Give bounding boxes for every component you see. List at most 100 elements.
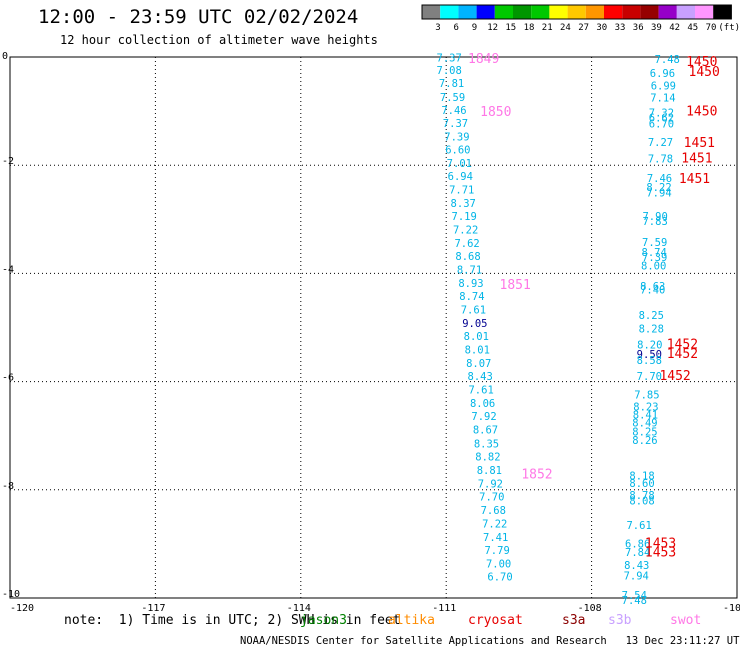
pass-number-label: 1450 (686, 55, 717, 70)
wave-height-label: 8.78 (629, 490, 654, 502)
color-scale-label: 45 (687, 23, 698, 33)
color-scale-swatch (676, 5, 695, 19)
mission-legend-cryosat: cryosat (468, 613, 523, 628)
wave-height-label: 8.22 (646, 182, 671, 194)
wave-height-label: 7.78 (648, 154, 673, 166)
x-tick-label: -108 (578, 603, 602, 614)
wave-height-label: 7.84 (625, 547, 650, 559)
wave-height-label: 7.27 (648, 137, 673, 149)
pass-number-label: 1849 (468, 52, 499, 67)
color-scale-label: 24 (560, 23, 571, 33)
pass-number-label: 1450 (689, 65, 720, 80)
wave-height-label: 7.83 (642, 216, 667, 228)
color-scale-swatch (458, 5, 477, 19)
wave-height-label: 9.50 (637, 349, 662, 361)
wave-height-label: 8.41 (633, 410, 658, 422)
wave-height-label: 8.43 (624, 560, 649, 572)
wave-height-label: 8.43 (468, 371, 493, 383)
color-scale-label: 6 (454, 23, 459, 33)
wave-height-label: 8.74 (642, 247, 667, 259)
plot-area: -120 -117 -114 -111 -108 -105 0 -2 -4 -6 -8 -10 7.37… (2, 51, 740, 614)
color-scale-swatch (494, 5, 513, 19)
wave-height-label: 7.00 (486, 558, 511, 570)
x-tick-label: -114 (287, 603, 311, 614)
color-scale-swatch (440, 5, 459, 19)
wave-height-label: 7.46 (647, 173, 672, 185)
wave-height-label: 8.68 (455, 251, 480, 263)
wave-height-label: 8.07 (466, 358, 491, 370)
color-scale-label: 33 (615, 23, 626, 33)
wave-height-label: 7.62 (454, 238, 479, 250)
wave-height-label: 7.14 (650, 93, 675, 105)
wave-height-label: 6.70 (649, 119, 674, 131)
color-scale-label: 30 (596, 23, 607, 33)
wave-height-label: 7.32 (649, 108, 674, 120)
color-scale-swatch (658, 5, 677, 19)
pass-number-label: 1450 (686, 105, 717, 120)
color-scale-swatch (713, 5, 732, 19)
wave-height-label: 7.46 (441, 105, 466, 117)
wave-height-label: 6.60 (445, 145, 470, 157)
wave-height-label: 8.71 (457, 265, 482, 277)
pass-number-label: 1452 (667, 338, 698, 353)
wave-height-label: 7.40 (640, 285, 665, 297)
mission-legend-s3a: s3a (562, 613, 586, 628)
wave-height-label: 8.08 (629, 496, 654, 508)
wave-height-label: 8.58 (637, 355, 662, 367)
pass-number-label: 1851 (500, 278, 531, 293)
wave-height-label: 7.54 (622, 590, 647, 602)
color-scale-label: 70 (706, 23, 717, 33)
wave-height-label: 8.35 (474, 438, 499, 450)
x-tick-label: -105 (723, 603, 740, 614)
wave-height-label: 8.74 (459, 291, 484, 303)
wave-height-label: 8.00 (641, 260, 666, 272)
wave-height-label: 7.79 (484, 545, 509, 557)
color-scale-label: 39 (651, 23, 662, 33)
color-scale-label: 21 (542, 23, 553, 33)
wave-height-label: 7.22 (453, 225, 478, 237)
x-tick-label: -120 (10, 603, 34, 614)
wave-height-label: 7.08 (437, 65, 462, 77)
wave-height-label: 8.67 (473, 425, 498, 437)
wave-height-label: 7.37 (437, 53, 462, 65)
chart-title: 12:00 - 23:59 UTC 02/02/2024 (38, 6, 359, 28)
wave-height-label: 7.48 (622, 595, 647, 607)
color-scale-label: (ft) (718, 23, 740, 33)
wave-height-label: 6.70 (487, 571, 512, 583)
color-scale-label: 3 (435, 23, 440, 33)
wave-height-label: 8.01 (464, 331, 489, 343)
wave-height-label: 7.37 (443, 118, 468, 130)
wave-height-label: 7.90 (642, 211, 667, 223)
color-scale-swatch (567, 5, 586, 19)
y-tick-label: -10 (2, 589, 20, 600)
wave-height-label: 7.94 (624, 570, 649, 582)
wave-height-label: 7.39 (642, 252, 667, 264)
wave-height-label: 7.61 (468, 385, 493, 397)
color-scale-label: 27 (578, 23, 589, 33)
x-tick-label: -111 (432, 603, 456, 614)
wave-height-label: 8.23 (633, 401, 658, 413)
color-scale-label: 12 (487, 23, 498, 33)
mission-legend-s3b: s3b (608, 613, 632, 628)
wave-height-label: 8.01 (465, 345, 490, 357)
wave-height-label: 7.59 (642, 237, 667, 249)
wave-height-label: 7.81 (439, 78, 464, 90)
pass-number-label: 1452 (659, 369, 690, 384)
color-scale-label: 18 (524, 23, 535, 33)
wave-height-label: 7.71 (449, 185, 474, 197)
wave-height-label: 7.94 (646, 187, 671, 199)
color-scale-swatch (549, 5, 568, 19)
footer-note: note: 1) Time is in UTC; 2) SWH is in fe… (64, 613, 401, 628)
pass-number-label: 1451 (681, 152, 712, 167)
wave-height-label: 7.70 (479, 491, 504, 503)
color-scale-frame (421, 4, 732, 20)
wave-height-label: 7.61 (626, 520, 651, 532)
y-tick-label: -4 (2, 264, 14, 275)
color-scale-swatch (476, 5, 495, 19)
y-tick-label: -2 (2, 156, 14, 167)
color-scale-swatch (585, 5, 604, 19)
pass-number-label: 1452 (667, 347, 698, 362)
wave-height-label: 7.39 (444, 132, 469, 144)
wave-height-label: 7.41 (483, 532, 508, 544)
wave-height-label: 8.37 (451, 198, 476, 210)
